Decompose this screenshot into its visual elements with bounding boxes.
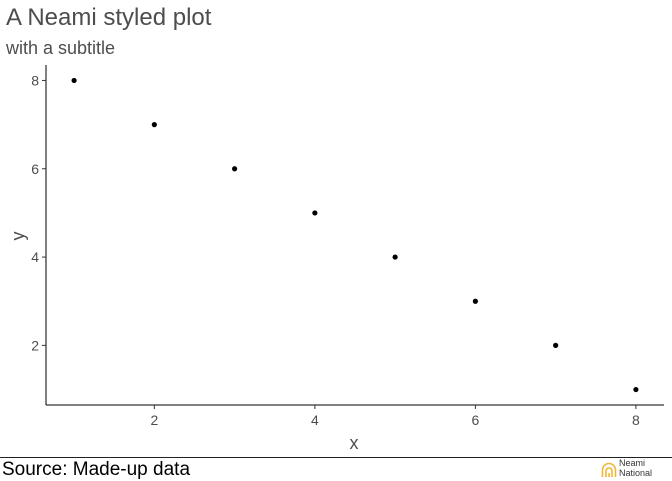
x-tick-label: 4 bbox=[311, 412, 319, 428]
neami-arch-icon bbox=[601, 462, 617, 477]
data-point bbox=[151, 122, 157, 128]
chart-subtitle: with a subtitle bbox=[6, 38, 116, 58]
y-tick-label: 2 bbox=[31, 337, 39, 353]
y-axis-label: y bbox=[8, 232, 28, 241]
x-tick-label: 2 bbox=[150, 412, 158, 428]
data-point bbox=[71, 77, 77, 84]
data-point bbox=[232, 166, 238, 172]
y-tick-label: 4 bbox=[31, 249, 39, 265]
y-tick-label: 6 bbox=[31, 161, 39, 177]
data-point bbox=[472, 298, 478, 304]
neami-logo: Neami National bbox=[601, 458, 671, 480]
footer-divider bbox=[0, 457, 672, 458]
x-tick-label: 6 bbox=[471, 412, 479, 428]
data-point bbox=[392, 254, 398, 260]
scatter-plot: 2 4 6 8 2 4 6 8 x y bbox=[8, 65, 664, 453]
logo-line-2: National bbox=[619, 467, 653, 478]
tick-group: 2 4 6 8 2 4 6 8 bbox=[31, 72, 640, 428]
axes bbox=[45, 65, 664, 406]
x-tick-label: 8 bbox=[632, 412, 640, 428]
chart-title: A Neami styled plot bbox=[6, 4, 212, 31]
data-point bbox=[312, 210, 318, 216]
source-caption: Source: Made-up data bbox=[2, 459, 191, 480]
logo-line-1: Neami bbox=[619, 458, 646, 468]
points-group bbox=[71, 77, 639, 393]
data-point bbox=[633, 386, 639, 393]
y-tick-label: 8 bbox=[31, 72, 39, 88]
x-axis-label: x bbox=[350, 433, 359, 453]
data-point bbox=[553, 342, 559, 348]
